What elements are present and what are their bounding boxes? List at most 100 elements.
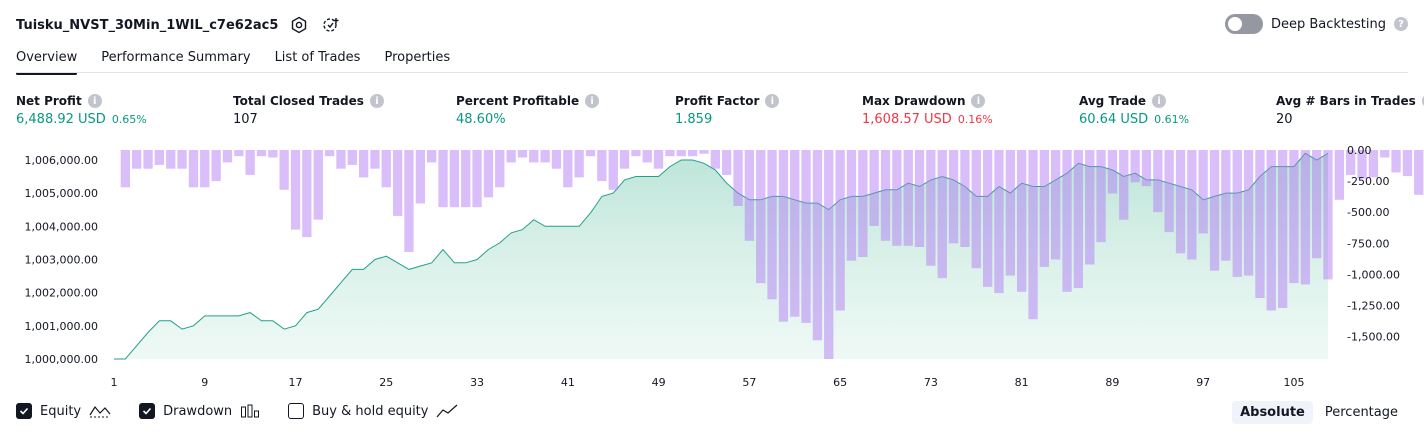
drawdown-bar [653, 150, 664, 169]
drawdown-bar [517, 150, 528, 158]
info-icon[interactable]: i [369, 94, 384, 108]
info-icon[interactable]: i [87, 94, 102, 108]
drawdown-bar [495, 150, 505, 188]
percentage-button[interactable]: Percentage [1324, 405, 1398, 420]
drawdown-bar [540, 150, 550, 163]
stat-label: Profit Factor [675, 94, 760, 108]
right-axis-tick: -1,500.00 [1347, 331, 1400, 344]
help-icon[interactable]: ? [1394, 17, 1408, 31]
settings-icon[interactable] [288, 14, 310, 36]
absolute-button[interactable]: Absolute [1232, 401, 1313, 424]
drawdown-bar [812, 150, 823, 341]
drawdown-bar [676, 150, 686, 157]
drawdown-bar [1039, 150, 1049, 267]
stat-profit-factor: Profit Factor i 1.859 [675, 94, 780, 127]
drawdown-bar [619, 150, 630, 169]
x-axis-tick: 1 [111, 376, 118, 389]
drawdown-bar [665, 150, 675, 157]
right-axis-tick: -250.00 [1347, 175, 1389, 188]
drawdown-bar [1323, 150, 1333, 280]
drawdown-bar [1141, 150, 1152, 187]
drawdown-bar [994, 150, 1004, 294]
drawdown-bar [381, 150, 391, 188]
left-axis-tick: 1,000,000.00 [25, 353, 98, 366]
stat-label: Percent Profitable [456, 94, 580, 108]
drawdown-bar [971, 150, 981, 269]
deep-backtesting-control: Deep Backtesting ? [1224, 14, 1408, 34]
drawdown-bar [1107, 150, 1118, 194]
x-axis-tick: 89 [1105, 376, 1119, 389]
drawdown-bar [461, 150, 471, 208]
drawdown-bar [1198, 150, 1208, 234]
stat-label: Max Drawdown [862, 94, 966, 108]
left-axis-tick: 1,004,000.00 [25, 220, 98, 233]
drawdown-bar [132, 150, 142, 169]
info-icon[interactable]: i [1152, 94, 1167, 108]
tab-list-of-trades[interactable]: List of Trades [274, 50, 361, 65]
drawdown-bar [608, 150, 618, 190]
drawdown-bar [1017, 150, 1027, 292]
drawdown-bar [279, 150, 289, 190]
drawdown-bar [302, 150, 312, 238]
stat-label: Avg # Bars in Trades [1276, 94, 1416, 108]
equity-checkbox[interactable]: Equity [16, 403, 111, 419]
drawdown-bar [1243, 150, 1254, 276]
drawdown-bar [1255, 150, 1265, 298]
buy-hold-checkbox[interactable]: Buy & hold equity [288, 403, 458, 419]
drawdown-bar [1175, 150, 1186, 254]
drawdown-bar [1221, 150, 1231, 261]
stat-label: Total Closed Trades [233, 94, 364, 108]
checkbox-checked[interactable] [139, 403, 156, 419]
drawdown-bar [722, 150, 732, 175]
checkbox-checked[interactable] [16, 403, 32, 419]
stat-value: 60.64 USD [1079, 112, 1149, 127]
stat-percent: 0.16% [957, 113, 993, 126]
drawdown-bar [563, 150, 573, 188]
x-axis-tick: 57 [742, 376, 756, 389]
tab-divider [16, 72, 1408, 73]
drawdown-bar [585, 150, 596, 157]
info-icon[interactable]: i [1421, 94, 1424, 108]
tab-overview[interactable]: Overview [16, 46, 78, 75]
source-code-icon[interactable] [320, 14, 342, 36]
tab-performance-summary[interactable]: Performance Summary [101, 50, 251, 65]
drawdown-bar [733, 150, 743, 206]
left-axis-tick: 1,005,000.00 [25, 187, 98, 200]
drawdown-bar [1391, 150, 1401, 173]
x-axis-tick: 41 [561, 376, 575, 389]
drawdown-bar [245, 150, 255, 175]
x-axis-tick: 9 [201, 376, 208, 389]
left-axis: 1,000,000.00 1,001,000.00 1,002,000.00 1,00… [25, 154, 98, 366]
drawdown-bar [846, 150, 857, 261]
tab-properties[interactable]: Properties [384, 50, 451, 65]
drawdown-bar [529, 150, 539, 163]
drawdown-bar [835, 150, 845, 311]
buy-hold-line-icon [437, 404, 458, 418]
x-axis: 1 9 17 25 33 41 49 57 65 73 81 89 97 105 [111, 376, 1305, 389]
drawdown-bar [1187, 150, 1197, 260]
info-icon[interactable]: i [765, 94, 780, 108]
drawdown-checkbox[interactable]: Drawdown [139, 403, 260, 419]
left-axis-tick: 1,006,000.00 [25, 154, 98, 167]
drawdown-bar [336, 150, 346, 169]
drawdown-bar [1153, 150, 1163, 213]
drawdown-bar [892, 150, 902, 246]
drawdown-bar [143, 150, 153, 169]
stat-value: 6,488.92 USD [16, 112, 106, 127]
drawdown-bars-icon [241, 404, 260, 418]
deep-backtesting-toggle[interactable] [1224, 14, 1263, 34]
drawdown-bar [710, 150, 720, 169]
drawdown-bar [960, 150, 970, 247]
stat-percent: 0.65% [111, 113, 147, 126]
equity-drawdown-chart: 1,000,000.00 1,001,000.00 1,002,000.00 1,00… [25, 144, 1424, 389]
drawdown-bar [1289, 150, 1299, 284]
stat-total-closed-trades: Total Closed Trades i 107 [233, 94, 384, 127]
stat-label: Net Profit [16, 94, 82, 108]
drawdown-bar [200, 150, 210, 188]
x-axis-tick: 73 [924, 376, 938, 389]
x-axis-tick: 81 [1015, 376, 1029, 389]
drawdown-bar [1119, 150, 1129, 220]
checkbox-unchecked[interactable] [288, 403, 305, 419]
info-icon[interactable]: i [585, 94, 600, 108]
info-icon[interactable]: i [971, 94, 986, 108]
